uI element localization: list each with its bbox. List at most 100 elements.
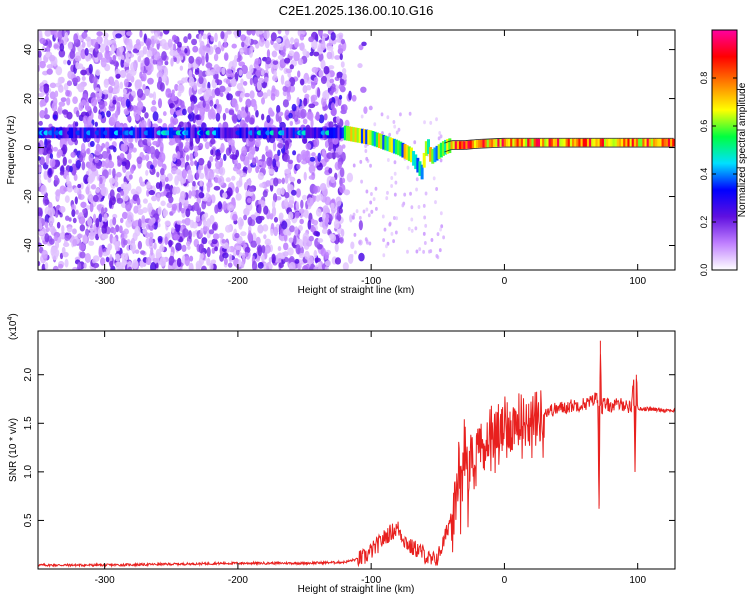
spectrogram-cell [102,89,109,95]
spectrogram-ridge-cell [335,127,339,139]
spectrogram-ridge-cell [631,138,635,147]
spectrogram-cell [234,232,240,239]
spectrogram-cell [139,30,143,38]
spectrogram-cell [144,232,150,239]
spectrogram-cell [336,214,342,222]
spectrogram-cell [58,49,66,58]
spectrogram-cell [194,104,199,115]
spectrogram-y-tick-label: 20 [23,93,34,105]
spectrogram-ridge-cell [226,127,230,139]
spectrogram-cell [72,77,79,84]
spectrogram-cell [283,242,289,251]
spectrogram-ridge-cell [657,138,661,147]
spectrogram-cell [46,140,52,151]
spectrogram-ridge-cell [540,138,544,147]
spectrogram-ridge-cell [100,127,104,139]
spectrogram-cell [348,90,352,101]
spectrogram-cell [152,111,159,122]
spectrogram-cell [365,207,369,212]
spectrogram-cell [92,213,97,223]
spectrogram-cell [172,153,177,162]
spectrogram-cell [112,54,117,62]
spectrogram-cell [198,157,205,166]
spectrogram-cell [84,252,91,263]
spectrogram-ridge-cell [107,127,111,139]
spectrogram-ridge-cell [589,138,593,147]
spectrogram-cell [239,92,245,99]
spectrogram-cell [125,201,132,212]
spectrogram-ridge-cell [665,138,669,147]
spectrogram-cell [190,101,195,111]
spectrogram-cell [318,30,323,37]
spectrogram-cell [65,89,71,97]
spectrogram-cell [94,87,100,92]
spectrogram-cell [296,97,300,106]
spectrogram-cell [78,194,82,200]
spectrogram-cell [370,191,373,196]
spectrogram-cell [362,209,366,214]
spectrogram-cell [67,70,74,80]
spectrogram-cell [126,31,133,37]
spectrogram-cell [66,226,73,233]
snr-multiplier-close: ) [8,313,19,316]
spectrogram-cell [67,41,73,50]
spectrogram-cell [195,215,201,222]
spectrogram-cell [221,238,226,244]
spectrogram-ridge-cell [232,127,236,139]
spectrogram-cell [208,170,215,180]
spectrogram-cell [269,213,274,220]
spectrogram-ridge-edge [444,137,674,144]
spectrogram-cell [125,73,133,80]
spectrogram-cell [245,48,251,55]
spectrogram-cell [77,83,85,93]
spectrogram-cell [93,105,98,114]
spectrogram-cell [423,215,427,220]
spectrogram-cell [210,149,214,156]
spectrogram-cell [415,187,418,192]
spectrogram-cell [165,88,171,93]
spectrogram-cell [58,84,64,93]
spectrogram-cell [140,119,147,130]
spectrogram-cell [246,30,252,36]
spectrogram-cell [72,217,77,224]
spectrogram-cell [75,209,79,215]
chart-title: C2E1.2025.136.00.10.G16 [279,3,434,18]
spectrogram-cell [306,197,314,207]
spectrogram-cell [174,83,179,92]
spectrogram-cell [73,173,78,182]
spectrogram-cell [214,32,218,43]
spectrogram-cell [172,34,177,41]
spectrogram-cell [257,30,264,35]
spectrogram-cell [119,46,124,53]
spectrogram-cell [121,211,128,220]
spectrogram-cell [83,121,89,129]
colorbar: 0.0 0.2 0.4 0.6 0.8 Normalized spectral ampl… [699,29,748,276]
spectrogram-frame [37,29,676,271]
spectrogram-cell [152,157,158,168]
spectrogram-cell [261,97,266,105]
spectrogram-cell [38,260,41,267]
snr-x-tick-label: -100 [361,575,381,586]
spectrogram-cell [207,81,211,90]
spectrogram-cell [437,136,441,141]
spectrogram-cell [122,88,127,95]
spectrogram-cell [240,34,247,42]
spectrogram-cell [189,255,194,262]
spectrogram-cell [289,120,294,127]
spectrogram-cell [53,44,59,49]
spectrogram-cell [46,64,54,69]
spectrogram-cell [322,148,326,156]
spectrogram-cell [115,73,121,79]
spectrogram-cell [423,241,427,246]
spectrogram-cell [350,254,354,259]
spectrogram-cell [147,118,152,129]
spectrogram-cell [109,99,113,107]
spectrogram-cell [59,252,64,260]
spectrogram-cell [109,260,114,268]
spectrogram-ridge-cell [448,138,452,154]
spectrogram-cell [75,61,80,70]
spectrogram-cell [324,217,330,225]
spectrogram-cell [74,196,78,205]
spectrogram-cell [189,153,194,162]
spectrogram-cell [105,45,110,53]
